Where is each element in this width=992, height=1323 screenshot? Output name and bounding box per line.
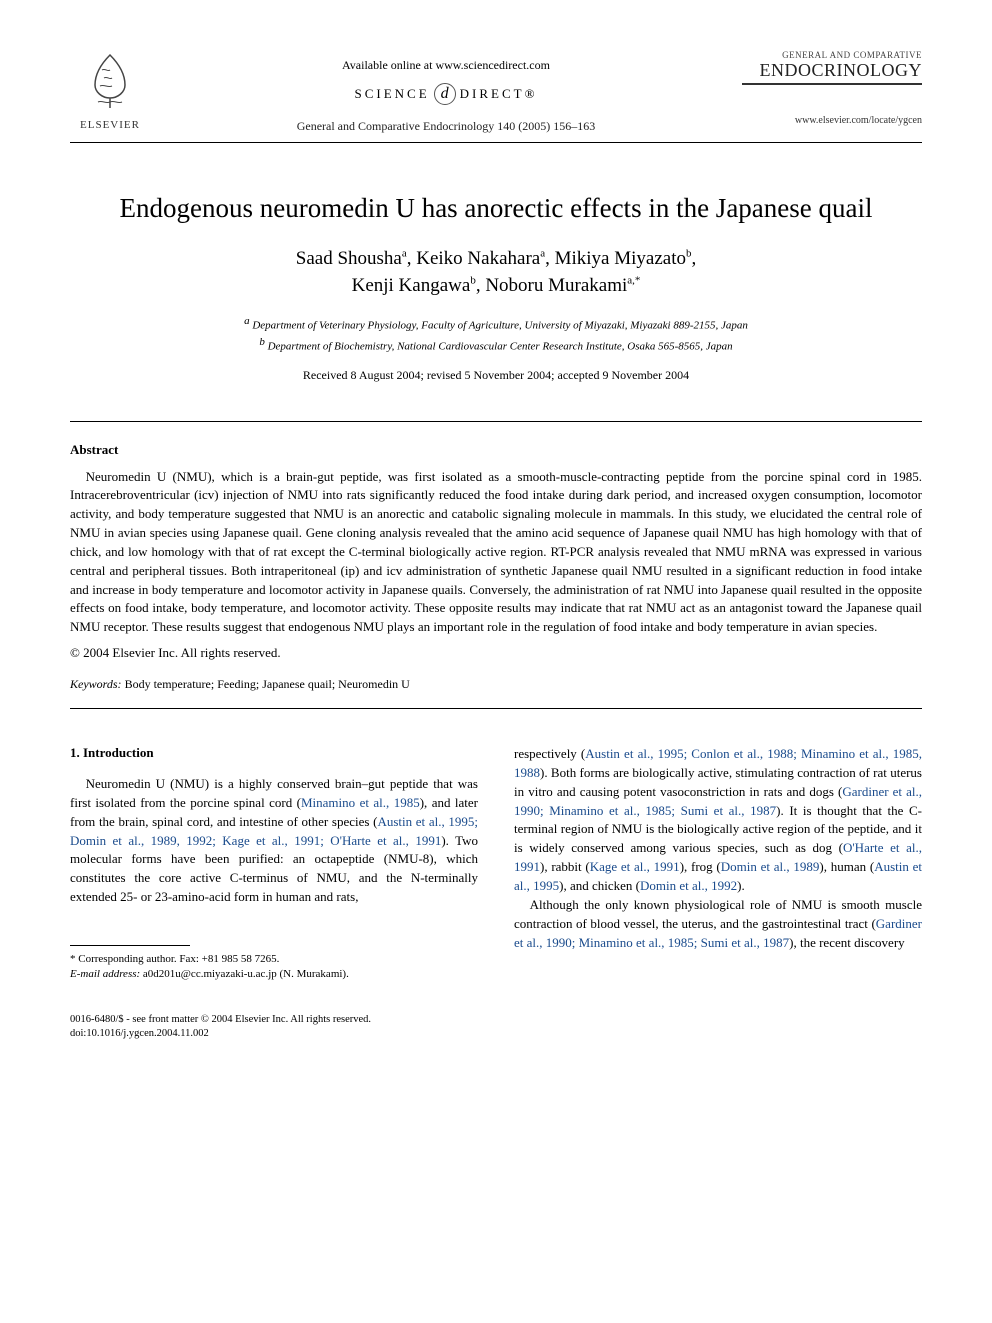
c2p2-a: Although the only known physiological ro… — [514, 897, 922, 931]
affil-b: Department of Biochemistry, National Car… — [268, 341, 733, 353]
ref-link[interactable]: Domin et al., 1992 — [640, 878, 737, 893]
journal-block: GENERAL AND COMPARATIVE ENDOCRINOLOGY ww… — [742, 50, 922, 126]
intro-para-1: Neuromedin U (NMU) is a highly conserved… — [70, 775, 478, 907]
copyright: © 2004 Elsevier Inc. All rights reserved… — [70, 645, 922, 661]
abstract-heading: Abstract — [70, 442, 922, 458]
available-online-text: Available online at www.sciencedirect.co… — [150, 58, 742, 73]
keywords-label: Keywords: — [70, 677, 122, 691]
c2p1-a: respectively ( — [514, 746, 585, 761]
keywords-list: Body temperature; Feeding; Japanese quai… — [122, 677, 410, 691]
c2p1-h: ). — [737, 878, 745, 893]
ref-link[interactable]: Domin et al., 1989 — [721, 859, 820, 874]
footnote-rule — [70, 945, 190, 946]
ref-link[interactable]: Kage et al., 1991 — [590, 859, 680, 874]
abstract-bottom-rule — [70, 708, 922, 709]
abstract-top-rule — [70, 421, 922, 422]
author-3-comma: , — [691, 248, 696, 269]
c2p1-f: ), human ( — [819, 859, 874, 874]
science-direct-logo: SCIENCE d DIRECT® — [150, 83, 742, 105]
header-rule — [70, 142, 922, 143]
sd-right: DIRECT® — [460, 86, 538, 102]
author-1: Saad Shousha — [296, 248, 402, 269]
author-2-sep: , Keiko Nakahara — [407, 248, 540, 269]
column-right: respectively (Austin et al., 1995; Conlo… — [514, 745, 922, 1042]
page-footer: 0016-6480/$ - see front matter © 2004 El… — [70, 1013, 478, 1042]
affil-b-sup: b — [259, 336, 265, 348]
intro-heading: 1. Introduction — [70, 745, 478, 761]
abstract-text: Neuromedin U (NMU), which is a brain-gut… — [70, 468, 922, 638]
col2-para-1: respectively (Austin et al., 1995; Conlo… — [514, 745, 922, 896]
article-dates: Received 8 August 2004; revised 5 Novemb… — [70, 368, 922, 383]
footer-line-1: 0016-6480/$ - see front matter © 2004 El… — [70, 1014, 371, 1025]
body-columns: 1. Introduction Neuromedin U (NMU) is a … — [70, 745, 922, 1042]
col2-para-2: Although the only known physiological ro… — [514, 896, 922, 953]
affil-a: Department of Veterinary Physiology, Fac… — [252, 320, 748, 332]
publisher-logo: ELSEVIER — [70, 50, 150, 131]
sd-left: SCIENCE — [355, 86, 430, 102]
article-title: Endogenous neuromedin U has anorectic ef… — [70, 193, 922, 224]
journal-name: ENDOCRINOLOGY — [742, 60, 922, 85]
corresponding-footnote: * Corresponding author. Fax: +81 985 58 … — [70, 952, 478, 983]
author-4: Kenji Kangawa — [352, 275, 471, 296]
publisher-name: ELSEVIER — [70, 119, 150, 131]
ref-link[interactable]: Minamino et al., 1985 — [301, 795, 420, 810]
elsevier-tree-icon — [80, 50, 140, 110]
affiliations: a Department of Veterinary Physiology, F… — [70, 313, 922, 355]
sd-d-icon: d — [434, 83, 456, 105]
header-center: Available online at www.sciencedirect.co… — [150, 50, 742, 134]
footnote-email-label: E-mail address: — [70, 968, 140, 980]
citation: General and Comparative Endocrinology 14… — [150, 119, 742, 134]
footnote-email[interactable]: a0d201u@cc.miyazaki-u.ac.jp — [140, 968, 277, 980]
footnote-email-suffix: (N. Murakami). — [277, 968, 349, 980]
footnote-text: Corresponding author. Fax: +81 985 58 72… — [76, 953, 280, 965]
journal-small-text: GENERAL AND COMPARATIVE — [742, 50, 922, 60]
c2p1-g: ), and chicken ( — [559, 878, 640, 893]
journal-url: www.elsevier.com/locate/ygcen — [742, 115, 922, 126]
author-5-sep: , Noboru Murakami — [476, 275, 627, 296]
c2p1-e: ), frog ( — [680, 859, 721, 874]
column-left: 1. Introduction Neuromedin U (NMU) is a … — [70, 745, 478, 1042]
page-header: ELSEVIER Available online at www.science… — [70, 50, 922, 134]
footer-line-2: doi:10.1016/j.ygcen.2004.11.002 — [70, 1028, 209, 1039]
author-3-sep: , Mikiya Miyazato — [545, 248, 686, 269]
author-5-affil: a,* — [627, 274, 640, 286]
c2p2-b: ), the recent discovery — [789, 935, 905, 950]
keywords: Keywords: Body temperature; Feeding; Jap… — [70, 677, 922, 692]
authors: Saad Shoushaa, Keiko Nakaharaa, Mikiya M… — [70, 246, 922, 299]
c2p1-d: ), rabbit ( — [540, 859, 590, 874]
affil-a-sup: a — [244, 315, 250, 327]
